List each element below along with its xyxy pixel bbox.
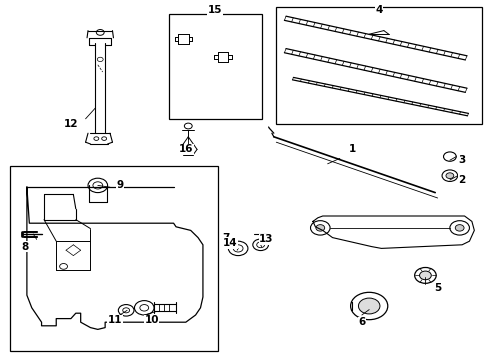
Text: 14: 14: [222, 238, 237, 248]
Text: 1: 1: [348, 144, 355, 154]
Text: 13: 13: [259, 234, 273, 244]
Bar: [276, 7, 481, 124]
Text: 11: 11: [107, 315, 122, 325]
Text: 2: 2: [458, 175, 465, 185]
Circle shape: [315, 225, 324, 231]
Circle shape: [419, 271, 430, 280]
Text: 4: 4: [374, 5, 382, 15]
Circle shape: [454, 225, 463, 231]
Text: 15: 15: [207, 5, 222, 15]
Text: 7: 7: [222, 233, 230, 243]
Bar: [10, 166, 217, 351]
Bar: [168, 14, 261, 119]
Circle shape: [358, 298, 379, 314]
Text: 8: 8: [22, 242, 29, 252]
Circle shape: [445, 173, 453, 179]
Text: 3: 3: [458, 155, 465, 165]
Text: 5: 5: [433, 283, 440, 293]
Text: 16: 16: [178, 144, 193, 154]
Text: 12: 12: [63, 119, 78, 129]
Text: 10: 10: [144, 315, 159, 325]
Text: 6: 6: [358, 317, 365, 327]
Text: 9: 9: [116, 180, 123, 190]
